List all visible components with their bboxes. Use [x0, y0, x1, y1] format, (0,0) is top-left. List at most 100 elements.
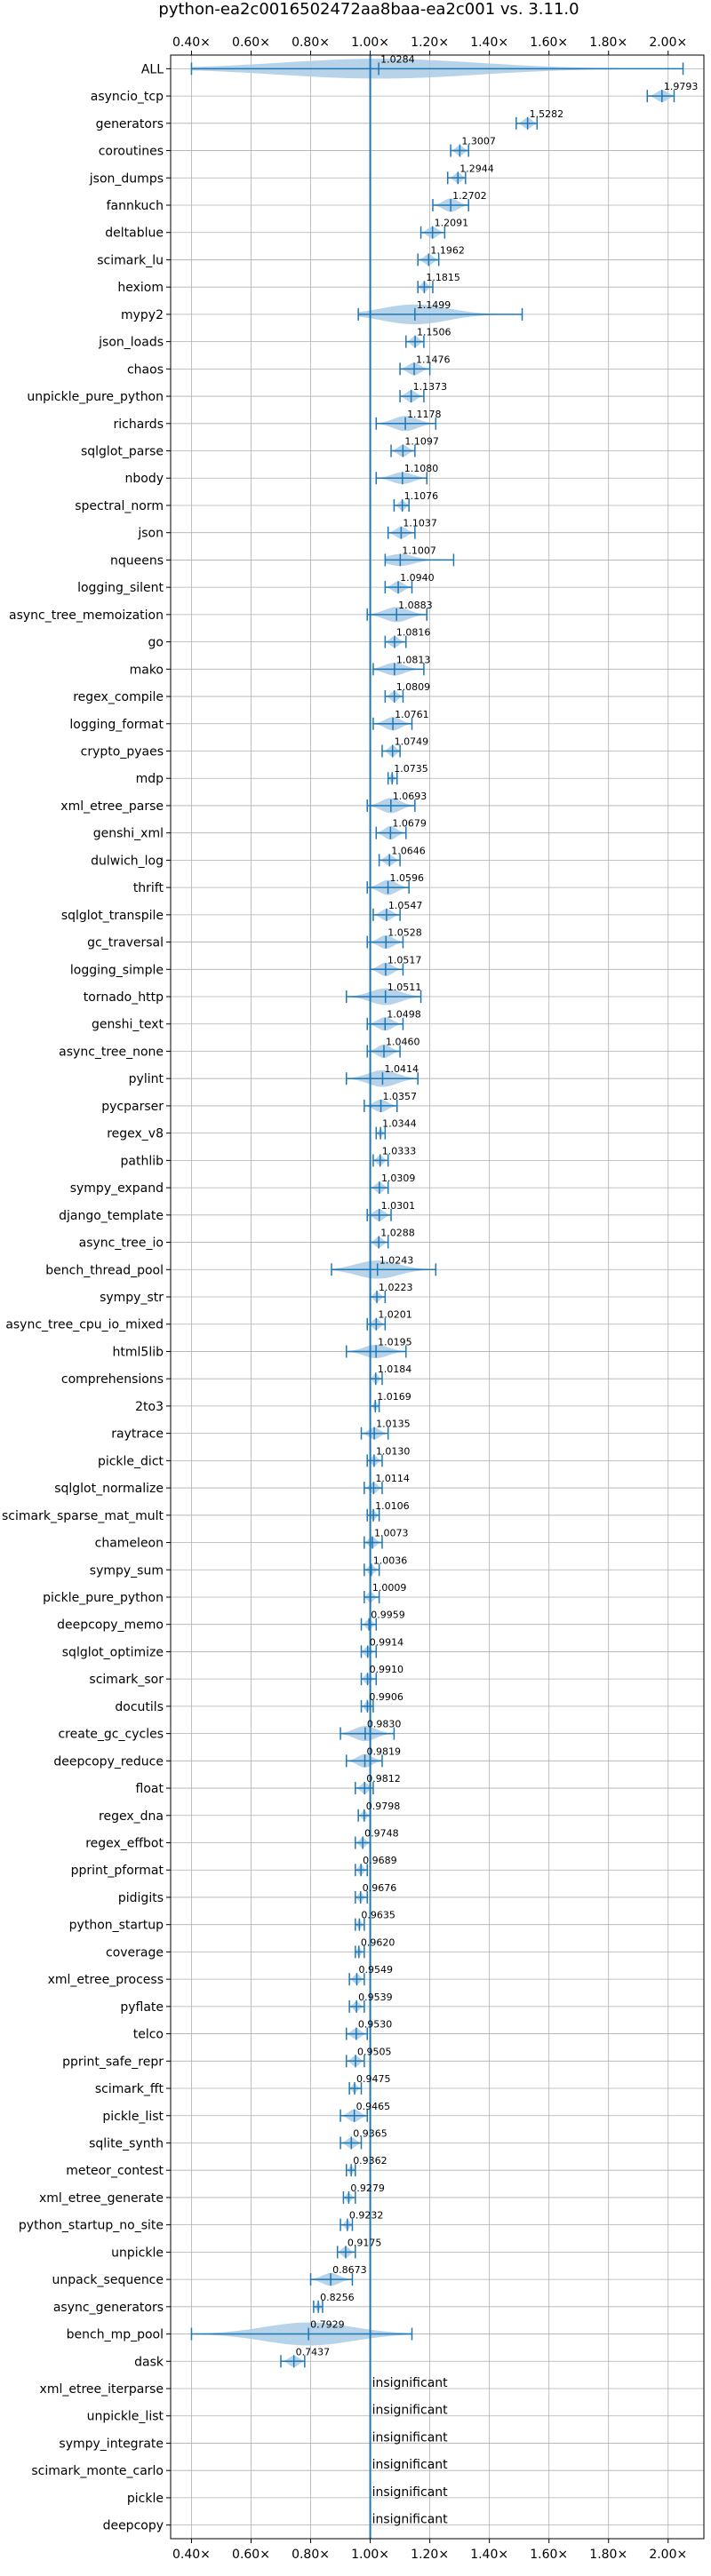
value-label: 0.9798 [366, 1801, 401, 1812]
category-label: thrift [133, 881, 164, 895]
x-tick-label-top: 1.40× [470, 36, 508, 50]
value-label: 1.0414 [384, 1063, 419, 1075]
value-label: 1.0036 [373, 1554, 408, 1566]
category-label: unpickle_list [87, 2410, 164, 2424]
value-label: 1.0073 [374, 1528, 409, 1539]
value-label: 0.7929 [310, 2319, 345, 2331]
value-label: 1.0761 [395, 709, 429, 720]
value-label: 0.8256 [320, 2292, 355, 2303]
category-label: crypto_pyaes [81, 744, 164, 759]
value-label: 1.0596 [390, 872, 425, 884]
category-label: pylint [129, 1072, 164, 1086]
x-tick-label-bottom: 0.60× [232, 2548, 270, 2562]
category-label: python_startup_no_site [19, 2219, 164, 2233]
value-label: 0.9830 [367, 1719, 402, 1730]
value-label: 1.0749 [395, 735, 429, 747]
category-label: generators [96, 117, 164, 131]
value-label: 1.0679 [392, 818, 427, 830]
category-label: json_loads [98, 336, 164, 350]
value-label: 0.9748 [364, 1828, 399, 1840]
x-tick-label-bottom: 0.80× [292, 2548, 330, 2562]
value-label: 0.9819 [367, 1745, 402, 1757]
x-tick-label-bottom: 2.00× [649, 2548, 687, 2562]
value-label: 1.0114 [375, 1473, 410, 1484]
category-label: richards [114, 417, 164, 432]
value-label: 0.9689 [363, 1855, 397, 1866]
category-label: async_tree_io [79, 1236, 164, 1251]
value-label: 1.0135 [376, 1419, 411, 1430]
category-label: pprint_safe_repr [62, 2055, 164, 2069]
category-label: sqlglot_optimize [62, 1645, 164, 1659]
category-label: sqlglot_parse [81, 445, 164, 459]
category-label: bench_thread_pool [45, 1263, 164, 1277]
insignificant-label: insignificant [372, 2485, 449, 2500]
value-label: 1.0528 [387, 927, 422, 939]
x-tick-label-top: 2.00× [649, 36, 687, 50]
x-tick-label-bottom: 0.40× [172, 2548, 211, 2562]
category-label: dulwich_log [91, 854, 164, 868]
category-label: 2to3 [135, 1400, 164, 1414]
value-label: 1.0223 [379, 1282, 413, 1293]
value-label: 0.9505 [357, 2046, 392, 2057]
grid-layer [171, 55, 704, 2539]
category-label: sqlglot_transpile [61, 909, 164, 923]
category-label: sympy_str [100, 1291, 164, 1305]
category-label: spectral_norm [75, 499, 164, 513]
category-label: async_generators [53, 2301, 164, 2315]
category-label: pprint_pformat [71, 1864, 164, 1878]
category-label: nqueens [110, 553, 164, 568]
value-label: 0.9676 [363, 1882, 397, 1894]
value-label: 1.0547 [388, 900, 423, 911]
category-label: logging_format [69, 718, 164, 732]
category-label: mypy2 [121, 308, 164, 322]
x-tick-label-bottom: 1.00× [351, 2548, 389, 2562]
value-label: 1.0517 [387, 954, 422, 966]
category-label: create_gc_cycles [58, 1728, 164, 1742]
value-label: 0.9914 [370, 1636, 404, 1648]
value-label: 0.9475 [356, 2073, 391, 2085]
x-tick-label-bottom: 1.80× [589, 2548, 627, 2562]
category-label: go [148, 636, 164, 650]
value-label: 1.0357 [383, 1091, 418, 1102]
x-tick-label-top: 0.60× [232, 36, 270, 50]
category-label: pickle_pure_python [43, 1591, 164, 1605]
category-label: async_tree_cpu_io_mixed [5, 1318, 164, 1332]
category-label: regex_compile [73, 690, 164, 704]
value-label: 0.8673 [332, 2264, 367, 2276]
insignificant-label: insignificant [372, 2376, 449, 2390]
category-label: logging_silent [77, 581, 164, 595]
value-label: 1.1506 [417, 327, 451, 338]
insignificant-label: insignificant [372, 2458, 449, 2472]
value-label: 0.9910 [370, 1664, 404, 1675]
x-tick-label-bottom: 1.60× [530, 2548, 568, 2562]
value-label: 1.0816 [396, 627, 431, 639]
insignificant-label: insignificant [372, 2430, 449, 2445]
value-label: 1.0498 [387, 1009, 421, 1021]
value-label: 0.9539 [358, 1992, 393, 2003]
value-label: 1.0201 [378, 1309, 412, 1321]
value-label: 1.0106 [375, 1500, 410, 1512]
category-label: scimark_fft [95, 2082, 164, 2096]
category-label: unpack_sequence [52, 2273, 164, 2287]
category-label: sympy_integrate [59, 2437, 164, 2451]
value-label: 0.9175 [348, 2237, 382, 2248]
category-label: coverage [106, 1945, 164, 1960]
value-label: 1.2091 [435, 218, 469, 229]
value-label: 1.1178 [407, 409, 442, 420]
value-label: 0.9959 [371, 1610, 405, 1621]
value-label: 1.0735 [394, 763, 428, 775]
value-label: 0.9465 [356, 2101, 391, 2112]
value-label: 1.1097 [404, 436, 439, 448]
category-label: scimark_sor [89, 1673, 164, 1687]
category-label: sqlglot_normalize [54, 1482, 164, 1496]
value-label: 1.0333 [382, 1145, 417, 1157]
category-label: django_template [59, 1209, 164, 1223]
category-label: ALL [141, 62, 164, 76]
category-label: regex_v8 [107, 1127, 164, 1141]
category-label: genshi_xml [93, 827, 164, 841]
category-label: coroutines [99, 145, 164, 159]
value-label: 1.0460 [386, 1036, 420, 1047]
category-label: chameleon [95, 1537, 164, 1551]
category-label: dask [134, 2355, 164, 2369]
value-label: 1.1373 [413, 381, 448, 393]
